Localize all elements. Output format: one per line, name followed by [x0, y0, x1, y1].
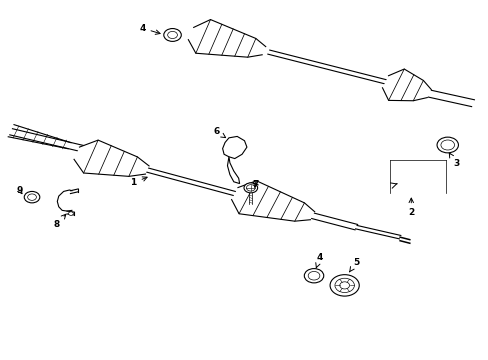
Text: 3: 3 — [448, 153, 458, 168]
Polygon shape — [267, 50, 386, 84]
Text: 5: 5 — [349, 258, 359, 272]
Circle shape — [246, 185, 255, 191]
Polygon shape — [311, 213, 357, 230]
Text: 1: 1 — [130, 177, 147, 187]
Polygon shape — [231, 181, 314, 221]
Polygon shape — [74, 140, 149, 176]
Text: 4: 4 — [315, 253, 323, 268]
Circle shape — [304, 269, 323, 283]
Circle shape — [329, 275, 359, 296]
Circle shape — [163, 28, 181, 41]
Text: 7: 7 — [251, 180, 258, 189]
Polygon shape — [427, 90, 473, 107]
Polygon shape — [146, 168, 235, 195]
Text: 8: 8 — [53, 214, 66, 229]
Circle shape — [68, 212, 73, 215]
Polygon shape — [10, 129, 129, 162]
Text: 9: 9 — [17, 186, 23, 195]
Circle shape — [24, 192, 40, 203]
Polygon shape — [355, 225, 400, 239]
Polygon shape — [188, 19, 265, 57]
Circle shape — [436, 137, 458, 153]
Text: 2: 2 — [407, 198, 413, 217]
Polygon shape — [227, 157, 239, 184]
Polygon shape — [222, 136, 246, 158]
Text: 4: 4 — [139, 24, 160, 34]
Text: 6: 6 — [213, 127, 225, 138]
Polygon shape — [382, 69, 430, 101]
Circle shape — [244, 183, 257, 193]
